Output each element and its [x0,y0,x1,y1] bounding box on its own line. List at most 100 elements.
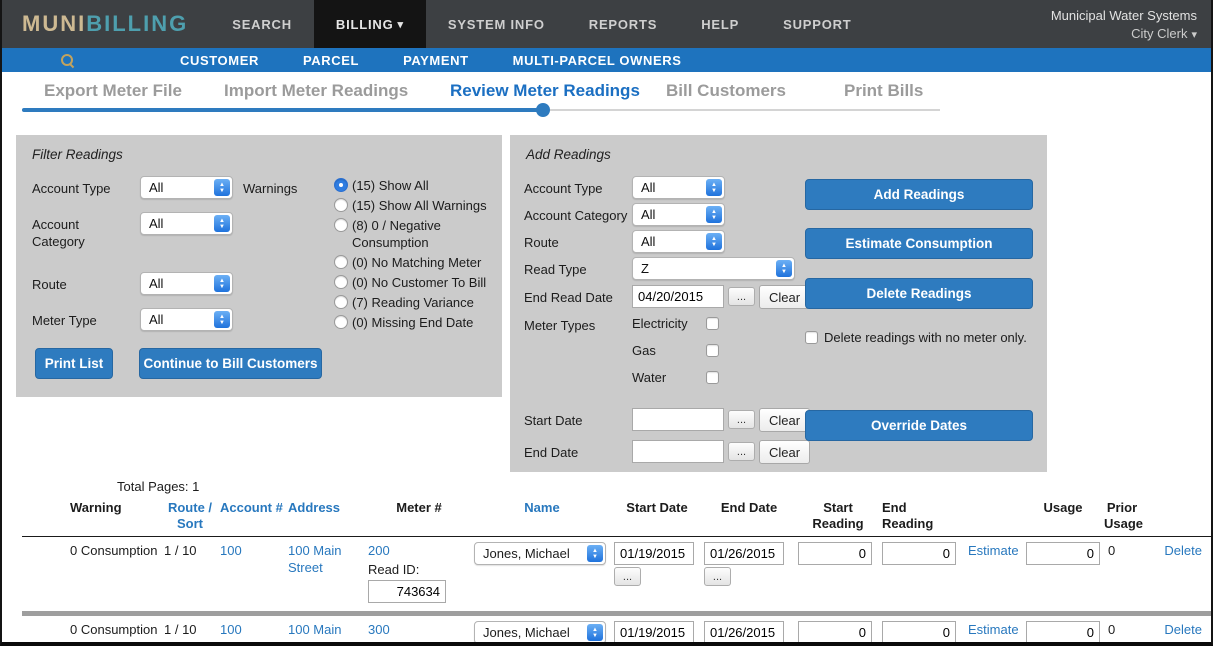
nav-support[interactable]: SUPPORT [783,16,852,32]
checkbox-icon[interactable] [805,331,818,344]
search-button[interactable] [2,54,132,66]
continue-to-bill-customers-button[interactable]: Continue to Bill Customers [139,348,322,379]
nav-help[interactable]: HELP [701,16,740,32]
account-link[interactable]: 100 [220,622,242,637]
prior-usage-cell: 0 [1108,543,1116,558]
print-list-button[interactable]: Print List [35,348,113,379]
start-date-input[interactable] [632,408,724,431]
radio-icon[interactable] [334,218,348,232]
nav-search[interactable]: SEARCH [232,16,292,32]
end-date-clear-button[interactable]: Clear [759,440,811,464]
radio-icon[interactable] [334,255,348,269]
usage-input[interactable] [1026,542,1100,565]
name-select[interactable]: Jones, Michael ▲ ▼ [474,621,606,642]
filter-meter-type-select[interactable]: All ▲ ▼ [140,308,233,331]
start-date-cell: ... [612,614,702,642]
read-type-select[interactable]: Z ▲ ▼ [632,257,795,280]
delete-no-meter-checkbox[interactable]: Delete readings with no meter only. [805,330,1027,345]
warning-option-show-all-warnings[interactable]: (15) Show All Warnings [334,197,500,214]
radio-icon[interactable] [334,315,348,329]
estimate-link[interactable]: Estimate [968,543,1019,558]
tab-print-bills[interactable]: Print Bills [844,81,924,100]
warning-option-no-customer[interactable]: (0) No Customer To Bill [334,274,500,291]
estimate-consumption-button[interactable]: Estimate Consumption [805,228,1033,259]
add-account-type-select[interactable]: All ▲ ▼ [632,176,725,199]
nav-system-info[interactable]: SYSTEM INFO [447,16,545,32]
estimate-link[interactable]: Estimate [968,622,1019,637]
checkbox-icon[interactable] [706,344,719,357]
subnav-payment[interactable]: PAYMENT [403,52,469,68]
tab-export-meter-file[interactable]: Export Meter File [44,81,182,100]
name-cell: Jones, Michael ▲ ▼ [472,537,612,614]
meter-link[interactable]: 300 [368,622,390,637]
row-end-date-input[interactable] [704,542,784,565]
read-id-input[interactable] [368,580,446,603]
warning-option-no-matching-meter[interactable]: (0) No Matching Meter [334,254,500,271]
radio-icon[interactable] [334,295,348,309]
row-start-date-picker-button[interactable]: ... [614,567,641,586]
name-select[interactable]: Jones, Michael ▲ ▼ [474,542,606,565]
filter-route-select[interactable]: All ▲ ▼ [140,272,233,295]
filter-account-category-select[interactable]: All ▲ ▼ [140,212,233,235]
radio-icon[interactable] [334,275,348,289]
col-name[interactable]: Name [524,500,560,515]
filter-account-type-select[interactable]: All ▲ ▼ [140,176,233,199]
meter-cell: 200 Read ID: [366,537,472,614]
tab-import-meter-readings[interactable]: Import Meter Readings [224,81,409,100]
address-link[interactable]: 100 Main Street [288,622,342,642]
meter-type-water[interactable]: Water [632,370,719,385]
end-reading-input[interactable] [882,542,956,565]
start-date-clear-button[interactable]: Clear [759,408,811,432]
meter-type-gas[interactable]: Gas [632,343,719,358]
col-actions [1142,498,1211,537]
subnav-customer[interactable]: CUSTOMER [180,52,259,68]
override-dates-button[interactable]: Override Dates [805,410,1033,441]
radio-icon[interactable] [334,178,348,192]
start-date-cell: ... [612,537,702,614]
col-account[interactable]: Account # [220,500,283,515]
checkbox-icon[interactable] [706,371,719,384]
col-route-sort[interactable]: Route / Sort [167,500,213,531]
start-reading-input[interactable] [798,542,872,565]
nav-billing[interactable]: BILLING ▾ [313,0,426,48]
user-menu[interactable]: City Clerk ▾ [1131,25,1197,41]
row-start-date-input[interactable] [614,542,694,565]
warning-option-show-all[interactable]: (15) Show All [334,177,500,194]
start-reading-input[interactable] [798,621,872,642]
account-link[interactable]: 100 [220,543,242,558]
end-read-date-input[interactable] [632,285,724,308]
delete-readings-button[interactable]: Delete Readings [805,278,1033,309]
subnav-multi-parcel-owners[interactable]: MULTI-PARCEL OWNERS [512,52,682,68]
tab-bill-customers[interactable]: Bill Customers [666,81,786,100]
end-date-picker-button[interactable]: ... [728,442,755,461]
meter-link[interactable]: 200 [368,543,390,558]
usage-input[interactable] [1026,621,1100,642]
start-date-picker-button[interactable]: ... [728,410,755,429]
radio-icon[interactable] [334,198,348,212]
add-readings-button[interactable]: Add Readings [805,179,1033,210]
row-end-date-picker-button[interactable]: ... [704,567,731,586]
warning-option-reading-variance[interactable]: (7) Reading Variance [334,294,500,311]
select-stepper-icon: ▲ ▼ [587,624,603,641]
delete-link[interactable]: Delete [1164,543,1202,558]
col-address[interactable]: Address [288,500,341,515]
warning-option-zero-negative[interactable]: (8) 0 / Negative Consumption [334,217,500,251]
end-read-date-picker-button[interactable]: ... [728,287,755,306]
add-route-select[interactable]: All ▲ ▼ [632,230,725,253]
address-link[interactable]: 100 Main Street [288,543,342,575]
checkbox-icon[interactable] [706,317,719,330]
end-reading-input[interactable] [882,621,956,642]
delete-link[interactable]: Delete [1164,622,1202,637]
warning-option-missing-end-date[interactable]: (0) Missing End Date [334,314,500,331]
munibilling-logo[interactable]: MUNI BILLING [2,0,210,48]
row-end-date-input[interactable] [704,621,784,642]
end-date-input[interactable] [632,440,724,463]
nav-reports[interactable]: REPORTS [588,16,658,32]
filter-route-label: Route [32,277,67,292]
subnav-parcel[interactable]: PARCEL [302,52,360,68]
row-start-date-input[interactable] [614,621,694,642]
add-account-category-select[interactable]: All ▲ ▼ [632,203,725,226]
tab-review-meter-readings[interactable]: Review Meter Readings [450,81,640,100]
end-read-date-clear-button[interactable]: Clear [759,285,811,309]
meter-type-electricity[interactable]: Electricity [632,316,719,331]
